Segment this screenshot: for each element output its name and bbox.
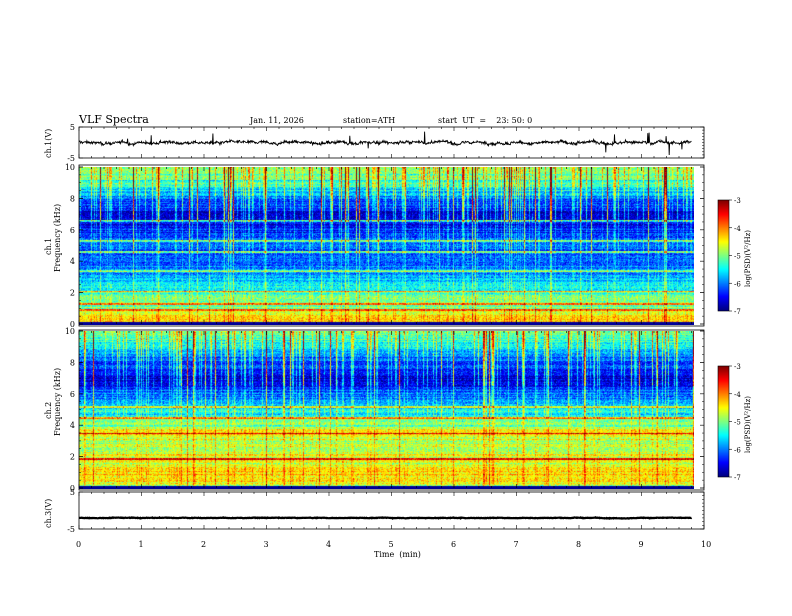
x-tick-label: 9 — [639, 540, 644, 549]
ch2-spectrogram — [79, 331, 694, 489]
station-label: station=ATH — [343, 116, 395, 125]
x-tick-label: 4 — [326, 540, 331, 549]
ch1-spectrogram — [79, 167, 694, 325]
ch2-spectrogram-container — [79, 331, 694, 489]
x-tick-label: 6 — [451, 540, 456, 549]
y-tick-label: 6 — [70, 226, 75, 235]
colorbar-tick-label: -4 — [734, 391, 741, 399]
y-tick-label: 4 — [70, 257, 75, 266]
y-tick-label: -5 — [67, 525, 75, 534]
axes-layer: 0 1 2 3 4 5 6 7 8 9 105-5024681002468105-5-3-4-5-6… — [65, 123, 742, 549]
colorbar-bottom — [718, 366, 729, 477]
colorbar-tick-label: -6 — [734, 280, 741, 288]
colorbar-tick-label: -5 — [734, 253, 741, 261]
x-tick-label: 0 — [76, 540, 81, 549]
colorbar-bottom-container — [718, 366, 729, 477]
y-tick-label: 0 — [70, 484, 75, 493]
ch1-waveform-ylabel: ch.1(V) — [44, 129, 53, 158]
ch2-spectrogram-ylabel: Frequency (kHz) — [53, 368, 62, 436]
colorbar-tick-label: -3 — [734, 197, 741, 205]
waveforms-layer — [79, 131, 693, 521]
colorbar-tick-label: -5 — [734, 419, 741, 427]
y-tick-label: 10 — [65, 327, 75, 336]
ch1-spectrogram-ylabel: Frequency (kHz) — [53, 204, 62, 272]
ch2-waveform-frame — [78, 491, 705, 530]
ch1-waveform — [79, 131, 692, 156]
y-tick-label: 2 — [70, 289, 75, 298]
y-tick-label: 0 — [70, 320, 75, 329]
y-tick-label: -5 — [67, 154, 75, 163]
ch1-spectrogram-container — [79, 167, 694, 325]
y-tick-label: 5 — [70, 488, 75, 497]
ch3-waveform-ylabel: ch.3(V) — [44, 499, 53, 528]
colorbar-top — [718, 200, 729, 311]
x-tick-label: 2 — [201, 540, 206, 549]
colorbar-tick-label: -6 — [734, 446, 741, 454]
y-tick-label: 5 — [70, 123, 75, 132]
ch1-spectrogram-ylabel-prefix: ch.1 — [44, 238, 53, 255]
colorbar-tick-label: -4 — [734, 225, 741, 233]
x-tick-label: 8 — [576, 540, 581, 549]
x-axis-label: Time (min) — [374, 550, 421, 559]
y-tick-label: 4 — [70, 421, 75, 430]
figure-title: VLF Spectra — [78, 113, 149, 126]
ch2-spectrogram-ylabel-prefix: ch.2 — [44, 402, 53, 419]
colorbar-top-label: log(PSD)(V²/Hz) — [744, 230, 752, 287]
x-tick-label: 7 — [514, 540, 519, 549]
y-tick-label: 8 — [70, 358, 75, 367]
ch3-waveform — [79, 516, 693, 521]
x-tick-label: 3 — [264, 540, 269, 549]
y-tick-label: 10 — [65, 163, 75, 172]
x-tick-label: 1 — [139, 540, 144, 549]
y-tick-label: 8 — [70, 194, 75, 203]
colorbar-tick-label: -3 — [734, 363, 741, 371]
ch2-spectrogram-frame — [78, 329, 705, 491]
start-ut-label: start UT = 23: 50: 0 — [438, 116, 532, 125]
date-label: Jan. 11, 2026 — [249, 116, 304, 125]
x-tick-label: 5 — [389, 540, 394, 549]
colorbar-bottom-label: log(PSD)(V²/Hz) — [744, 396, 752, 453]
y-tick-label: 6 — [70, 390, 75, 399]
y-tick-label: 2 — [70, 453, 75, 462]
colorbar-tick-label: -7 — [734, 474, 741, 482]
colorbar-tick-label: -7 — [734, 308, 741, 316]
x-tick-label: 10 — [701, 540, 711, 549]
colorbar-top-container — [718, 200, 729, 311]
